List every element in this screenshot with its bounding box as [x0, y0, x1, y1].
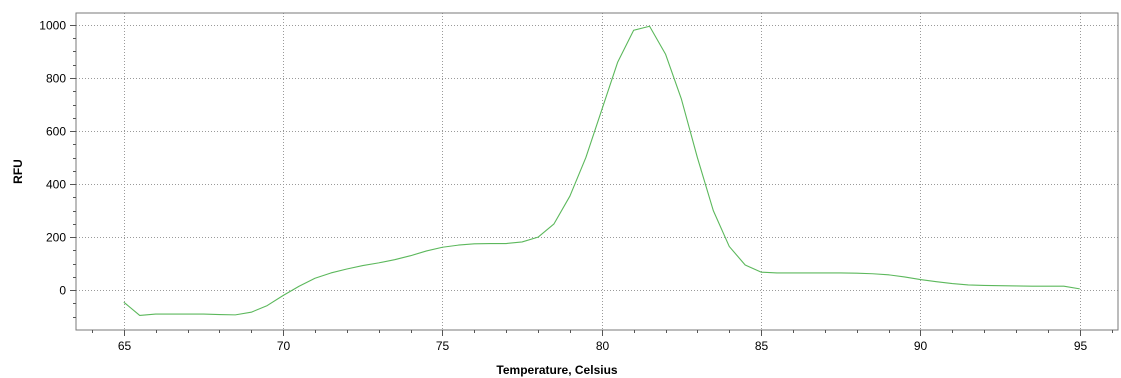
y-tick-label: 1000 [39, 19, 66, 33]
x-tick-label: 70 [277, 339, 291, 353]
melt-curve-line [123, 25, 1080, 316]
x-tick-label: 95 [1074, 339, 1088, 353]
y-tick-label: 400 [46, 178, 66, 192]
y-tick-label: 800 [46, 72, 66, 86]
x-tick-label: 90 [914, 339, 928, 353]
tick-labels: 0 200 400 600 800 1000 65 70 75 80 85 90 95 [39, 19, 1087, 354]
y-tick-label: 600 [46, 125, 66, 139]
x-tick-label: 75 [436, 339, 450, 353]
axes [70, 12, 1119, 336]
y-tick-label: 200 [46, 231, 66, 245]
x-axis-title: Temperature, Celsius [496, 363, 617, 377]
y-tick-label: 0 [59, 284, 66, 298]
y-axis-title: RFU [11, 159, 25, 184]
grid [76, 13, 1118, 330]
plot-border [75, 12, 1119, 331]
series-layer [123, 25, 1080, 316]
x-tick-label: 80 [596, 339, 610, 353]
x-tick-label: 85 [755, 339, 769, 353]
x-tick-label: 65 [118, 339, 132, 353]
